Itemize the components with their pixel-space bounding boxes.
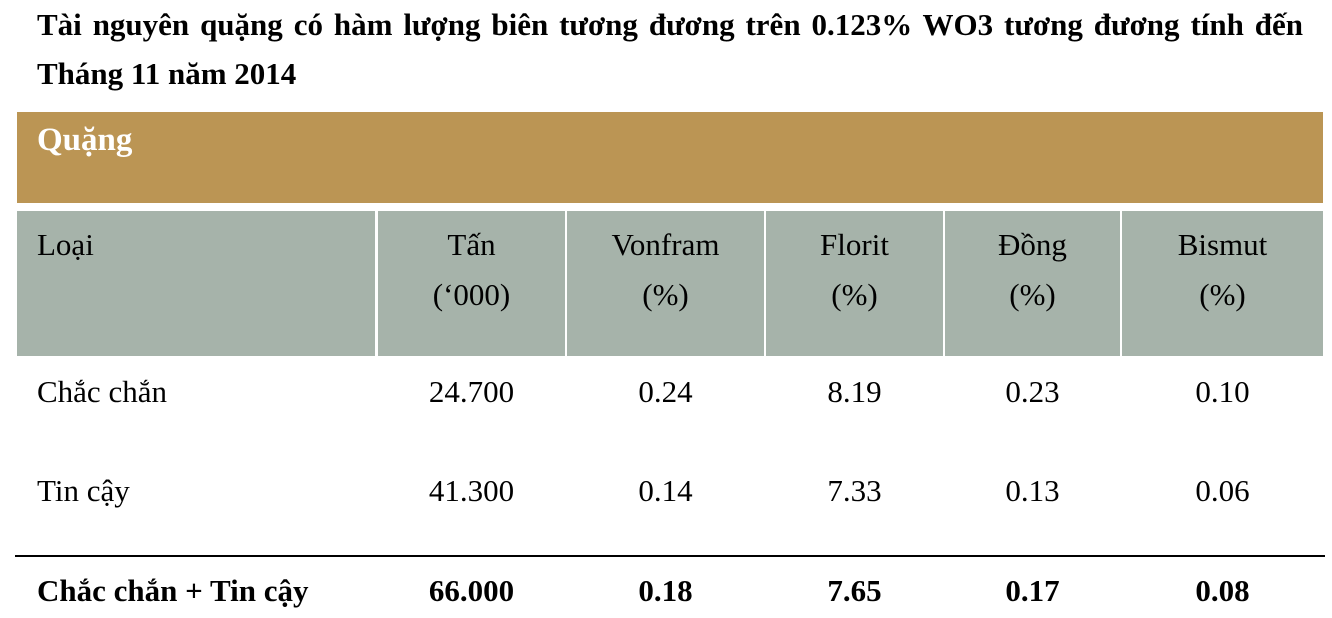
column-header-copper: Đồng (%) [945, 211, 1120, 356]
cell-type: Tin cậy [37, 473, 130, 508]
cell-fluorite: 7.65 [827, 573, 882, 608]
table-total-row: Chắc chắn + Tin cậy 66.000 0.18 7.65 0.1… [17, 566, 1323, 616]
cell-fluorite: 7.33 [827, 473, 882, 508]
cell-bismuth: 0.10 [1195, 374, 1250, 409]
column-header-tonnes: Tấn (‘000) [378, 211, 565, 356]
cell-copper: 0.17 [1005, 573, 1060, 608]
cell-tungsten: 0.14 [638, 473, 693, 508]
column-header-unit: (‘000) [432, 277, 511, 312]
cell-copper: 0.13 [1005, 473, 1060, 508]
column-header-label: Tấn [447, 227, 496, 262]
column-header-label: Vonfram [611, 227, 720, 262]
table-row: Chắc chắn 24.700 0.24 8.19 0.23 0.10 [17, 367, 1323, 417]
cell-tonnes: 41.300 [428, 473, 515, 508]
column-header-label: Loại [37, 227, 94, 262]
cell-bismuth: 0.06 [1195, 473, 1250, 508]
column-header-unit: (%) [1199, 277, 1246, 312]
page-title: Tài nguyên quặng có hàm lượng biên tương… [37, 7, 1303, 91]
column-header-unit: (%) [1009, 277, 1056, 312]
section-header-band: Quặng [17, 112, 1323, 203]
table-row: Tin cậy 41.300 0.14 7.33 0.13 0.06 [17, 466, 1323, 516]
column-header-tungsten: Vonfram (%) [567, 211, 764, 356]
cell-type: Chắc chắn + Tin cậy [37, 573, 309, 608]
cell-copper: 0.23 [1005, 374, 1060, 409]
column-header-bismuth: Bismut (%) [1122, 211, 1323, 356]
cell-type: Chắc chắn [37, 374, 167, 409]
cell-tungsten: 0.18 [638, 573, 693, 608]
total-divider [15, 555, 1325, 557]
column-header-label: Bismut [1177, 227, 1268, 262]
cell-tungsten: 0.24 [638, 374, 693, 409]
column-header-label: Florit [820, 227, 889, 262]
column-header-fluorite: Florit (%) [766, 211, 943, 356]
cell-tonnes: 66.000 [428, 573, 515, 608]
column-header-unit: (%) [831, 277, 878, 312]
column-header-unit: (%) [642, 277, 689, 312]
cell-bismuth: 0.08 [1195, 573, 1250, 608]
cell-tonnes: 24.700 [428, 374, 515, 409]
cell-fluorite: 8.19 [827, 374, 882, 409]
section-label: Quặng [37, 122, 133, 158]
column-header-label: Đồng [998, 227, 1067, 262]
column-header-type: Loại [17, 211, 375, 356]
